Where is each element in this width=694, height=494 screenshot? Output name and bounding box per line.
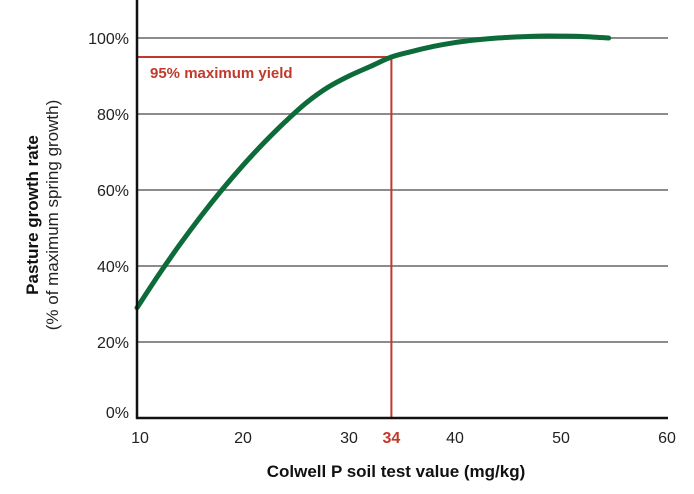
x-tick-label: 20: [234, 430, 252, 447]
y-tick-label: 80%: [97, 107, 129, 124]
annotation-label: 95% maximum yield: [150, 65, 293, 82]
x-tick-label: 30: [340, 430, 358, 447]
series-line: [134, 33, 612, 311]
x-tick-label: 50: [552, 430, 570, 447]
y-axis-title-group: Pasture growth rate (% of maximum spring…: [23, 100, 62, 331]
grid-lines: [137, 37, 668, 343]
annotation-guides: [137, 56, 393, 418]
y-tick-label: 60%: [97, 183, 129, 200]
x-tick-labels: 10 20 30 40 50 60: [131, 430, 676, 447]
y-tick-label: 0%: [106, 405, 129, 422]
y-tick-label: 20%: [97, 335, 129, 352]
annotation-x-label: 34: [383, 430, 401, 447]
y-tick-labels: 0% 20% 40% 60% 80% 100%: [88, 31, 129, 422]
annotation-labels: 95% maximum yield 34: [150, 65, 400, 447]
x-tick-label: 10: [131, 430, 149, 447]
x-axis-title: Colwell P soil test value (mg/kg): [267, 462, 526, 481]
x-tick-label: 40: [446, 430, 464, 447]
y-tick-label: 40%: [97, 259, 129, 276]
series-layer: [134, 33, 612, 311]
y-axis-subtitle: (% of maximum spring growth): [43, 100, 62, 331]
y-tick-label: 100%: [88, 31, 129, 48]
axes: [135, 0, 668, 420]
y-axis-title: Pasture growth rate: [23, 135, 42, 295]
x-tick-label: 60: [658, 430, 676, 447]
